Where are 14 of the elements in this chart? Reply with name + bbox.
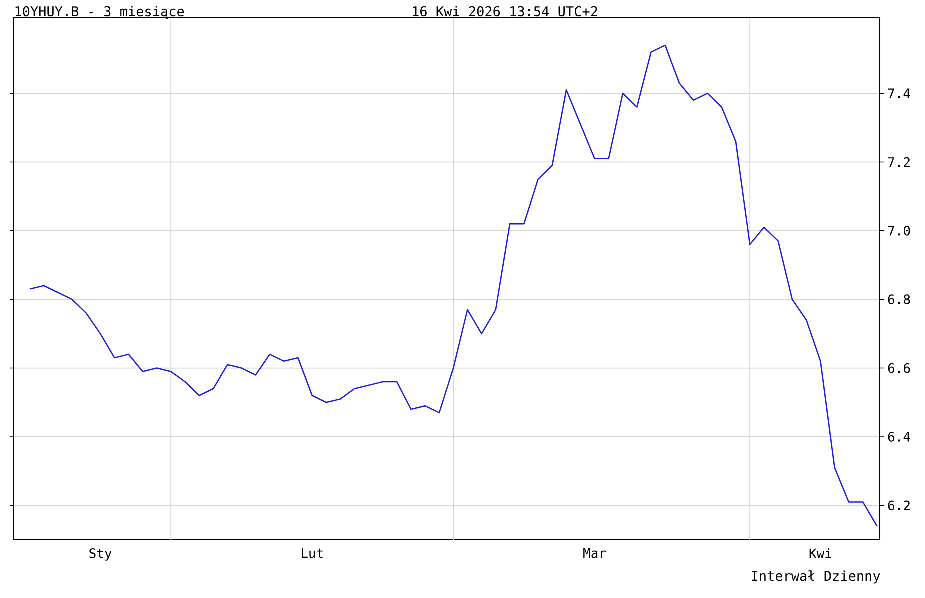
x-tick-label: Lut (302, 548, 323, 558)
y-tick-label: 6.8 (888, 294, 910, 305)
y-tick-label: 6.4 (888, 432, 910, 442)
x-tick-label: Kwi (810, 548, 832, 558)
y-tick-label: 7.0 (888, 226, 910, 236)
chart-subtitle: 16 Kwi 2026 13:54 UTC+2 (413, 6, 598, 17)
text: Interwał Dzienny (752, 570, 880, 584)
x-tick-label: Sty (90, 548, 112, 561)
chart-title: 10YHUY.B - 3 miesiące (16, 6, 184, 20)
y-tick-label: 6.6 (888, 363, 910, 374)
x-tick-label: Mar (584, 548, 606, 558)
y-tick-label: 7.4 (888, 88, 910, 98)
y-tick-label: 7.2 (888, 157, 910, 168)
y-tick-label: 6.2 (888, 500, 910, 511)
